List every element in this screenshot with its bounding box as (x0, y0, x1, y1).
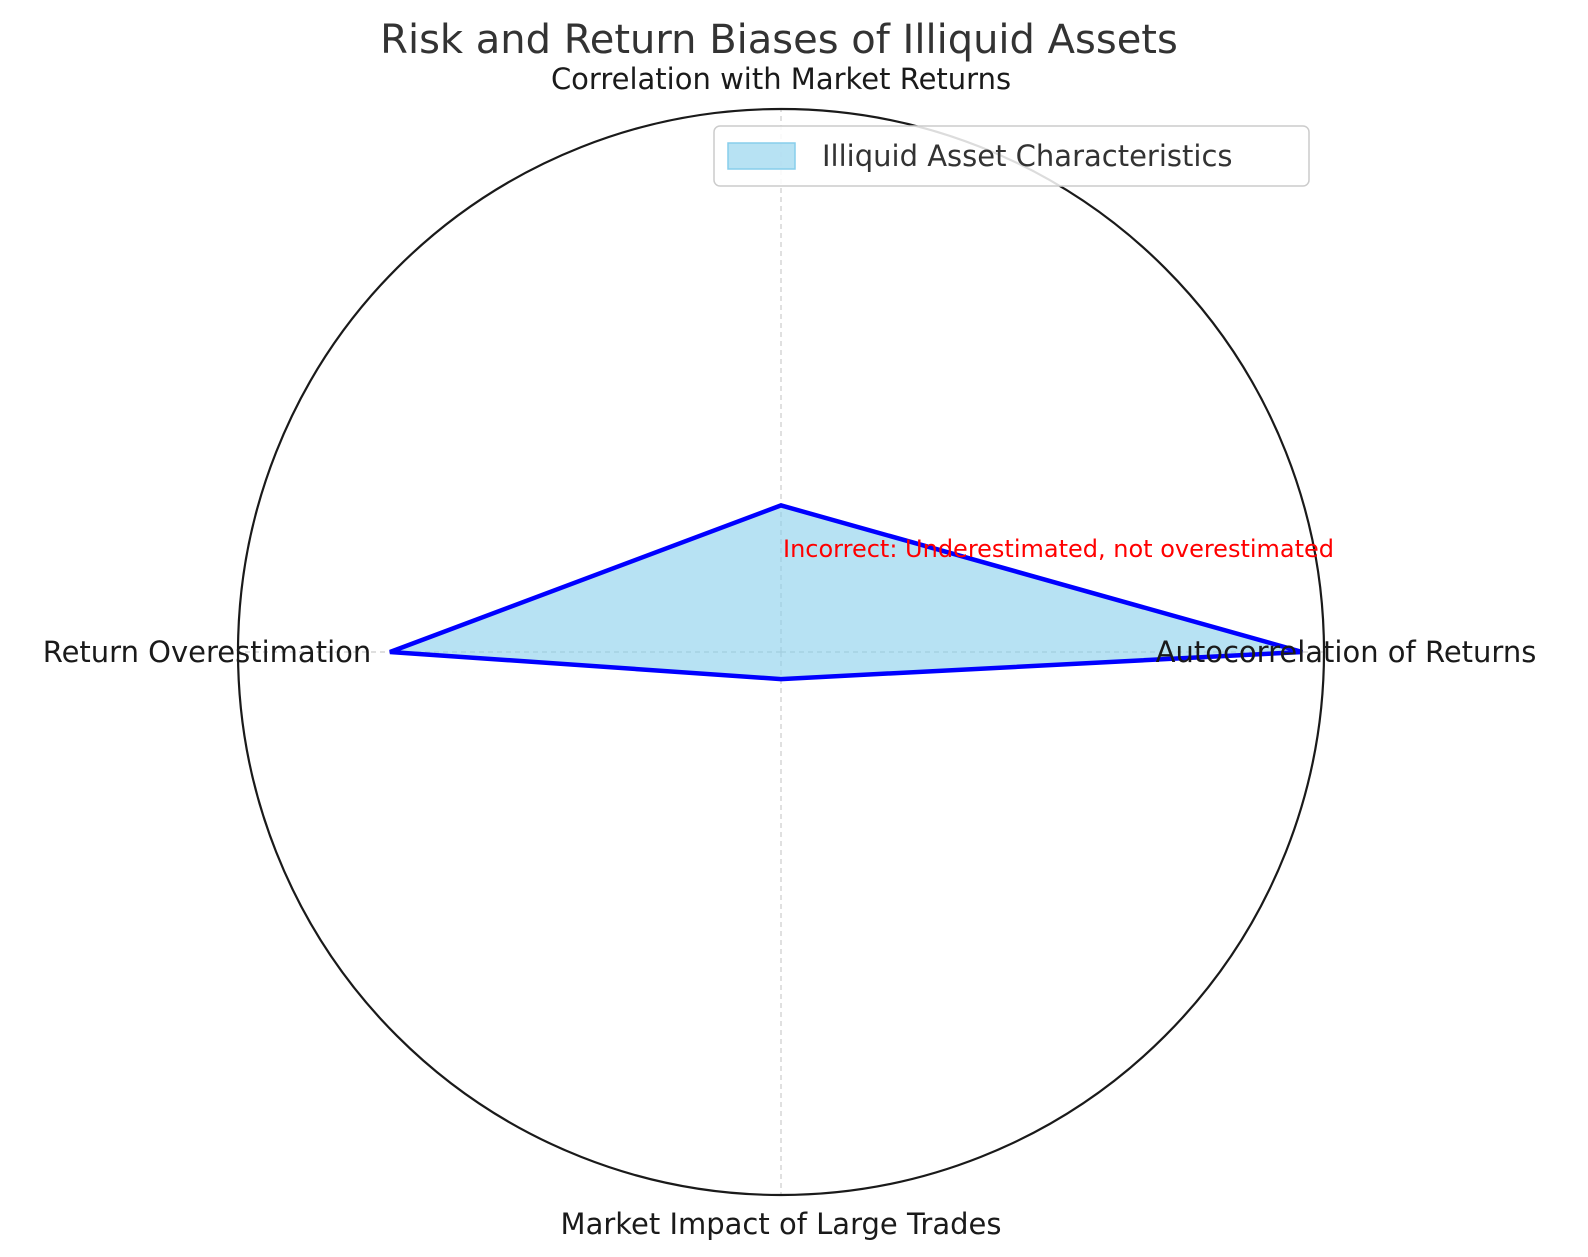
polar-frame (236, 107, 1326, 1197)
chart-title: Risk and Return Biases of Illiquid Asset… (380, 17, 1178, 63)
category-label-2: Return Overestimation (43, 635, 372, 669)
legend-frame (713, 125, 1310, 187)
category-label-3: Market Impact of Large Trades (561, 1207, 1002, 1241)
legend-swatch (727, 142, 796, 170)
annotation-text: Incorrect: Underestimated, not overestim… (783, 535, 1334, 563)
series-area (389, 503, 1303, 682)
category-label-1: Correlation with Market Returns (551, 62, 1011, 96)
data-layer (389, 503, 1303, 682)
legend: Illiquid Asset Characteristics (713, 125, 1310, 187)
legend-label: Illiquid Asset Characteristics (822, 139, 1233, 173)
axis-labels: Autocorrelation of Returns Correlation wi… (43, 62, 1537, 1241)
category-label-0: Autocorrelation of Returns (1156, 635, 1537, 669)
